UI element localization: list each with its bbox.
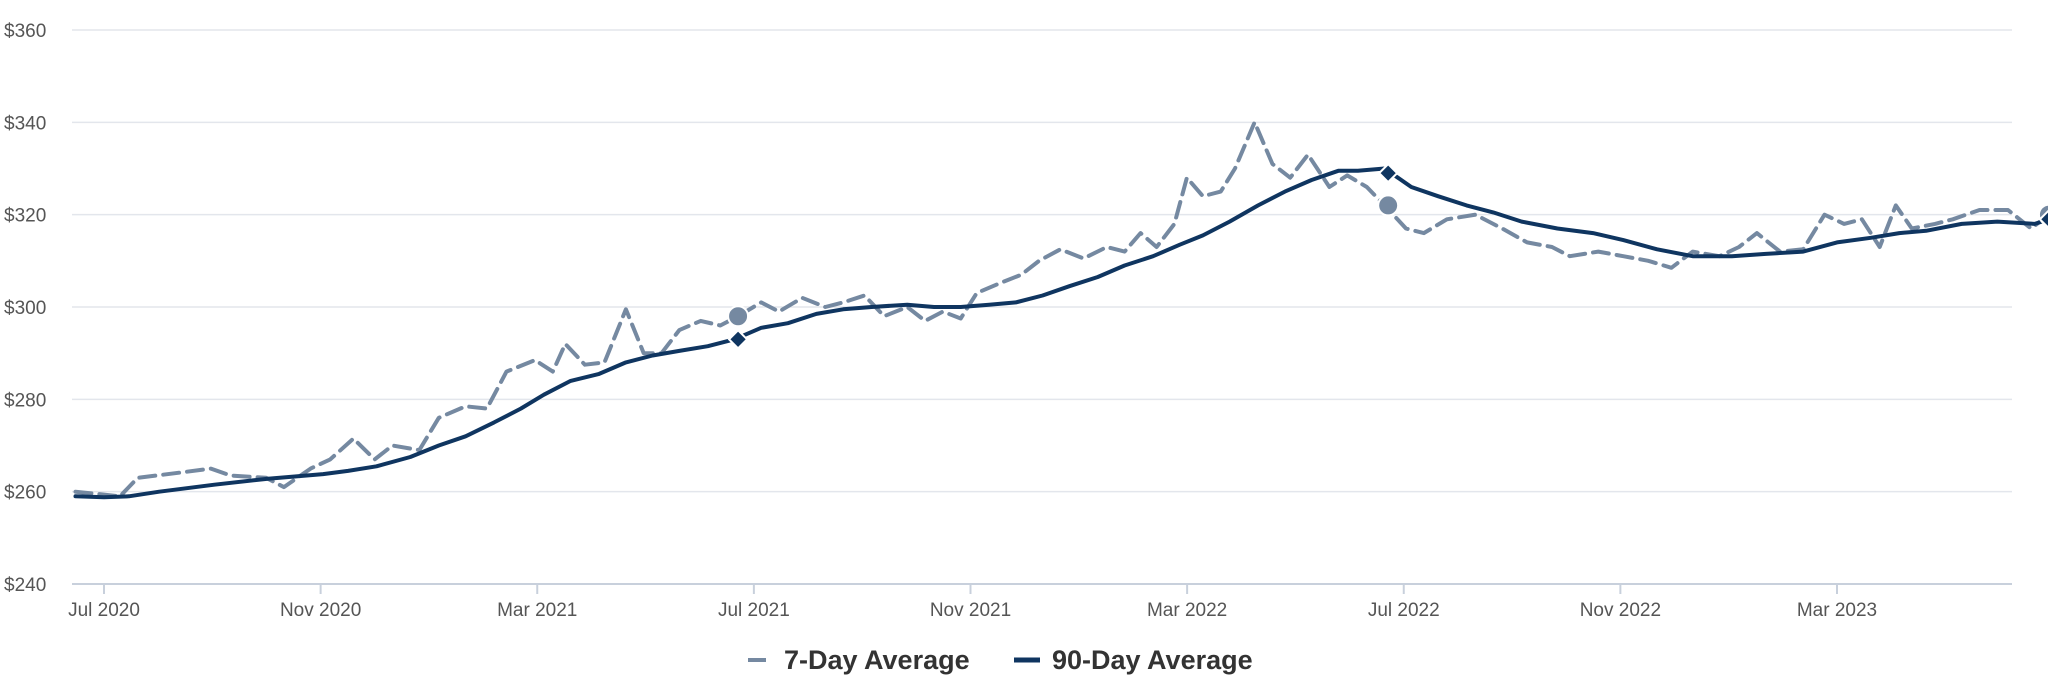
x-axis: Jul 2020 Nov 2020 Mar 2021 Jul 2021 Nov 2021… (68, 583, 2012, 621)
series-line-7-day-average (73, 120, 2048, 499)
y-tick-label: $300 (4, 298, 46, 319)
gridlines (72, 29, 2012, 493)
series-line-90-day-average (73, 166, 2048, 500)
marker-90-day-average (2038, 209, 2048, 229)
y-tick-label: $360 (4, 21, 46, 42)
marker-7-day-average (727, 305, 750, 328)
x-tick-label: Mar 2022 (1147, 600, 1227, 621)
legend-label-90-day-average: 90-Day Average (1052, 645, 1253, 675)
marker-7-day-average (1377, 194, 1400, 217)
x-tick-label: Mar 2023 (1797, 600, 1877, 621)
x-tick-label: Jul 2021 (718, 600, 790, 621)
legend-label-7-day-average: 7-Day Average (784, 645, 970, 675)
y-tick-label: $260 (4, 483, 46, 504)
x-tick-label: Jul 2020 (68, 600, 140, 621)
legend: 7-Day Average 90-Day Average (748, 645, 1253, 675)
series-lines (73, 120, 2048, 500)
y-axis: $240 $260 $280 $300 $320 $340 $360 (4, 21, 46, 596)
x-tick-label: Mar 2021 (497, 600, 577, 621)
x-tick-label: Nov 2022 (1580, 600, 1661, 621)
x-tick-label: Nov 2020 (280, 600, 361, 621)
legend-item-7-day[interactable]: 7-Day Average (748, 645, 970, 675)
series-markers (727, 162, 2048, 350)
y-tick-label: $280 (4, 390, 46, 411)
marker-90-day-average (1377, 162, 1399, 184)
x-tick-label: Nov 2021 (930, 600, 1011, 621)
legend-item-90-day[interactable]: 90-Day Average (1014, 645, 1253, 675)
marker-90-day-average (727, 328, 749, 350)
y-tick-label: $340 (4, 113, 46, 134)
x-tick-label: Jul 2022 (1368, 600, 1440, 621)
y-tick-label: $320 (4, 206, 46, 227)
y-tick-label: $240 (4, 575, 46, 596)
